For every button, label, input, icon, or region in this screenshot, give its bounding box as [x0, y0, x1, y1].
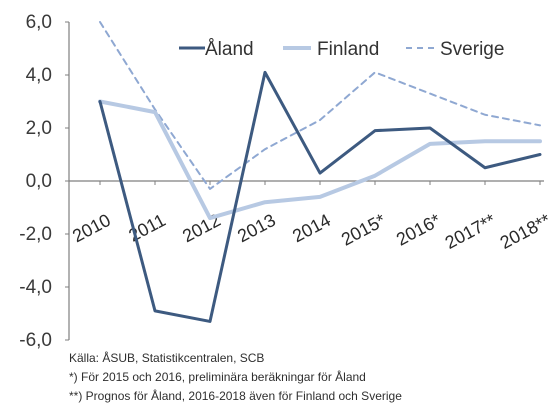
y-tick-label: -2,0: [19, 224, 52, 245]
footnotes: Källa: ÅSUB, Statistikcentralen, SCB *) …: [69, 350, 402, 403]
y-tick-label: -6,0: [19, 330, 52, 351]
legend: Åland Finland Sverige: [179, 39, 504, 60]
y-tick-label: -4,0: [19, 277, 52, 298]
series-lines: [98, 21, 542, 323]
y-tick-label: 2,0: [26, 118, 52, 139]
legend-label-finland: Finland: [317, 39, 379, 60]
y-tick-label: 0,0: [26, 171, 52, 192]
y-axis-ticks: 6,0 4,0 2,0 0,0 -2,0 -4,0 -6,0: [19, 12, 69, 351]
legend-label-aland: Åland: [205, 39, 254, 60]
footnote-preliminary: *) För 2015 och 2016, preliminära beräkn…: [69, 369, 366, 384]
footnote-forecast: **) Prognos för Åland, 2016-2018 även fö…: [69, 388, 402, 403]
series-line-land: [98, 70, 542, 323]
series-line-sverige: [99, 21, 541, 190]
footnote-source: Källa: ÅSUB, Statistikcentralen, SCB: [69, 350, 264, 365]
y-tick-label: 6,0: [26, 12, 52, 33]
legend-label-sverige: Sverige: [440, 39, 504, 60]
series-line-finland: [98, 99, 542, 221]
y-tick-label: 4,0: [26, 65, 52, 86]
